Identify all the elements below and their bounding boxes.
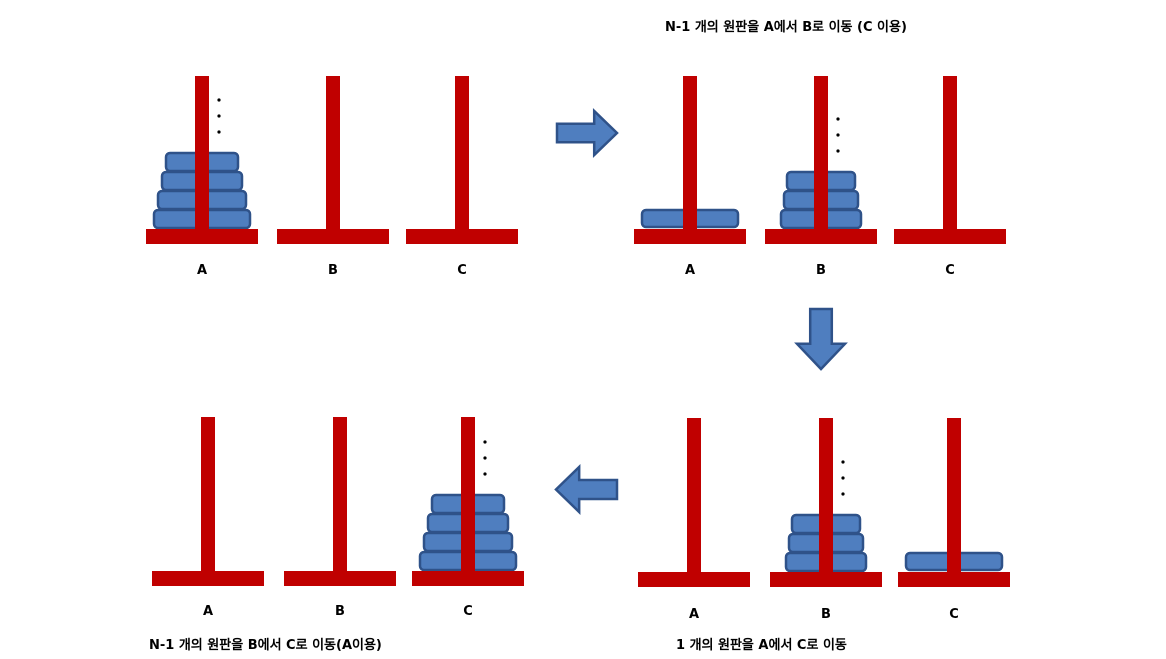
peg-label-b: B — [816, 263, 826, 278]
peg-a-pole — [201, 417, 215, 571]
continuation-dot — [841, 460, 845, 464]
caption-top-right: N-1 개의 원판을 A에서 B로 이동 (C 이용) — [665, 19, 907, 35]
peg-b-pole — [326, 76, 340, 229]
continuation-dot — [483, 456, 487, 460]
peg-c-pole — [461, 417, 475, 571]
peg-c-pole — [455, 76, 469, 229]
caption-bottom-right: 1 개의 원판을 A에서 C로 이동 — [676, 637, 847, 653]
peg-a-base — [146, 229, 258, 244]
peg-label-a: A — [203, 604, 213, 619]
panel-initial: A B C — [146, 76, 518, 278]
peg-a-base — [638, 572, 750, 587]
peg-label-a: A — [685, 263, 695, 278]
peg-b-pole — [333, 417, 347, 571]
arrow-right-initial-to-step1 — [555, 108, 619, 158]
peg-a-pole — [195, 76, 209, 229]
peg-c-base — [406, 229, 518, 244]
peg-label-c: C — [457, 263, 467, 278]
continuation-dot — [836, 133, 840, 137]
peg-label-b: B — [328, 263, 338, 278]
peg-c-pole — [943, 76, 957, 229]
peg-label-c: C — [949, 607, 959, 622]
caption-bottom-left: N-1 개의 원판을 B에서 C로 이동(A이용) — [149, 637, 382, 653]
peg-a-pole — [683, 76, 697, 229]
panel-step3: A B C — [152, 417, 524, 619]
peg-label-a: A — [689, 607, 699, 622]
peg-label-b: B — [821, 607, 831, 622]
peg-a-base — [152, 571, 264, 586]
continuation-dot — [483, 472, 487, 476]
peg-label-b: B — [335, 604, 345, 619]
peg-b-base — [277, 229, 389, 244]
peg-label-a: A — [197, 263, 207, 278]
peg-a-base — [634, 229, 746, 244]
continuation-dot — [483, 440, 487, 444]
continuation-dot — [841, 476, 845, 480]
diagram-shapes: A B C A B C A B C A B C — [146, 76, 1010, 622]
peg-label-c: C — [945, 263, 955, 278]
arrow-down-step1-to-step2 — [794, 307, 848, 371]
continuation-dot — [217, 98, 221, 102]
panel-step1: A B C — [634, 76, 1006, 278]
arrow-left-step2-to-step3 — [554, 464, 619, 515]
continuation-dot — [836, 149, 840, 153]
peg-b-base — [770, 572, 882, 587]
panel-step2: A B C — [638, 418, 1010, 622]
continuation-dot — [217, 130, 221, 134]
peg-label-c: C — [463, 604, 473, 619]
peg-b-pole — [814, 76, 828, 229]
continuation-dot — [841, 492, 845, 496]
peg-b-pole — [819, 418, 833, 572]
peg-b-base — [284, 571, 396, 586]
continuation-dot — [836, 117, 840, 121]
peg-c-base — [898, 572, 1010, 587]
peg-a-pole — [687, 418, 701, 572]
peg-b-base — [765, 229, 877, 244]
peg-c-pole — [947, 418, 961, 572]
continuation-dot — [217, 114, 221, 118]
peg-c-base — [894, 229, 1006, 244]
peg-c-base — [412, 571, 524, 586]
